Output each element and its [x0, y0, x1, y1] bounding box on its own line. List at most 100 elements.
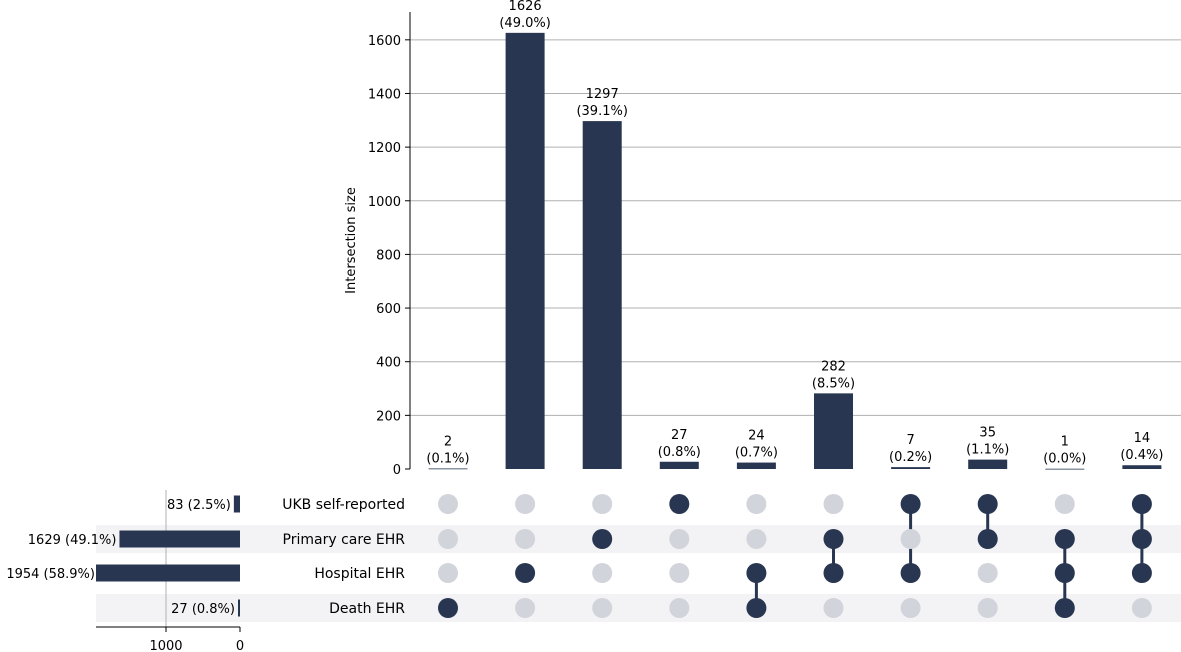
intersection-bar	[968, 459, 1008, 469]
matrix-dot-inactive	[1054, 494, 1075, 514]
matrix-dot-inactive	[1131, 598, 1152, 618]
matrix-dot-active	[1131, 529, 1152, 549]
bar-count-label: 24	[748, 429, 765, 444]
matrix-dot-inactive	[669, 563, 690, 583]
matrix-row-shade	[96, 594, 1181, 622]
matrix-dot-inactive	[592, 598, 613, 618]
matrix-dot-inactive	[746, 529, 767, 549]
set-name-label: Death EHR	[329, 601, 405, 617]
intersection-bar	[582, 121, 622, 470]
set-size-bar	[233, 495, 240, 513]
set-size-bar	[119, 530, 240, 548]
membership-matrix	[438, 494, 1152, 618]
bar-percent-label: (39.1%)	[576, 104, 627, 119]
intersection-bar	[659, 461, 699, 469]
bar-percent-label: (8.5%)	[812, 376, 855, 391]
y-tick-label: 1000	[368, 195, 401, 210]
set-name-label: UKB self-reported	[282, 497, 405, 513]
matrix-row-shade	[96, 525, 1181, 553]
matrix-dot-inactive	[515, 598, 536, 618]
matrix-dot-active	[1131, 494, 1152, 514]
matrix-dot-inactive	[669, 529, 690, 549]
y-tick-label: 1400	[368, 87, 401, 102]
set-size-tick-label: 0	[236, 639, 244, 652]
set-name-label: Hospital EHR	[314, 566, 405, 582]
intersection-bar	[736, 462, 776, 469]
matrix-dot-inactive	[592, 563, 613, 583]
matrix-dot-inactive	[438, 529, 458, 549]
intersection-bar	[505, 32, 545, 469]
set-size-tick-label: 1000	[149, 639, 182, 652]
matrix-dot-inactive	[669, 598, 690, 618]
matrix-dot-active	[1054, 563, 1075, 583]
matrix-dot-inactive	[515, 494, 536, 514]
matrix-dot-inactive	[438, 494, 458, 514]
matrix-dot-active	[515, 563, 536, 583]
bar-percent-label: (0.0%)	[1043, 452, 1086, 467]
intersection-bar	[1045, 468, 1085, 470]
matrix-dot-active	[669, 494, 690, 514]
bar-count-label: 14	[1134, 431, 1151, 446]
bar-count-label: 35	[979, 426, 996, 441]
y-tick-label: 200	[376, 409, 401, 424]
y-tick-label: 1200	[368, 141, 401, 156]
matrix-dot-active	[977, 494, 998, 514]
set-labels: UKB self-reported Primary care EHR Hospita…	[282, 497, 405, 617]
matrix-dot-inactive	[823, 494, 844, 514]
matrix-dot-active	[1131, 563, 1152, 583]
matrix-dot-inactive	[823, 598, 844, 618]
y-axis-title: Intersection size	[344, 187, 359, 294]
bar-percent-label: (0.4%)	[1120, 448, 1163, 463]
intersection-bar	[1122, 465, 1162, 469]
intersection-axis: Intersection size 0 200 400 600 800 1000 1200 1…	[344, 12, 411, 478]
matrix-dot-inactive	[592, 494, 613, 514]
matrix-dot-active	[823, 529, 844, 549]
matrix-dot-active	[900, 563, 921, 583]
matrix-dot-active	[823, 563, 844, 583]
matrix-dot-inactive	[515, 529, 536, 549]
y-tick-label: 0	[393, 463, 401, 478]
y-tick-label: 600	[376, 302, 401, 317]
y-tick-label: 1600	[368, 34, 401, 49]
set-size-label: 27 (0.8%)	[171, 602, 235, 617]
matrix-dot-inactive	[900, 598, 921, 618]
intersection-bars: 2 (0.1%) 1626 (49.0%) 1297 (39.1%) 27 (0.8%) 24 (…	[426, 0, 1163, 470]
intersection-bar	[814, 393, 853, 469]
bar-count-label: 282	[821, 359, 846, 374]
matrix-dot-inactive	[438, 563, 458, 583]
matrix-dot-active	[900, 494, 921, 514]
set-size-label: 1954 (58.9%)	[6, 567, 95, 582]
matrix-dot-active	[1054, 598, 1075, 618]
bar-percent-label: (0.7%)	[735, 446, 778, 461]
bar-count-label: 1	[1061, 435, 1069, 450]
matrix-dot-inactive	[977, 598, 998, 618]
matrix-dot-active	[977, 529, 998, 549]
set-size-label: 83 (2.5%)	[167, 498, 231, 513]
y-tick-label: 400	[376, 356, 401, 371]
matrix-dot-inactive	[900, 529, 921, 549]
set-name-label: Primary care EHR	[283, 532, 406, 548]
matrix-dot-inactive	[746, 494, 767, 514]
set-size-label: 1629 (49.1%)	[28, 533, 117, 548]
bar-percent-label: (49.0%)	[499, 16, 550, 31]
bar-count-label: 1626	[509, 0, 542, 14]
bar-count-label: 1297	[586, 87, 619, 102]
matrix-row-shading	[96, 525, 1181, 622]
bar-count-label: 2	[444, 434, 452, 449]
bar-percent-label: (1.1%)	[966, 443, 1009, 458]
matrix-dot-active	[1054, 529, 1075, 549]
bar-count-label: 27	[671, 428, 688, 443]
y-tick-label: 800	[376, 248, 401, 263]
set-size-bar	[238, 599, 240, 617]
matrix-dot-active	[746, 598, 767, 618]
bar-percent-label: (0.8%)	[658, 445, 701, 460]
intersection-bar	[891, 467, 931, 469]
bar-percent-label: (0.2%)	[889, 450, 932, 465]
set-size-bars: 83 (2.5%) 1629 (49.1%) 1954 (58.9%) 27 (0.8…	[6, 490, 244, 652]
intersection-bar	[428, 468, 468, 470]
bar-percent-label: (0.1%)	[426, 451, 469, 466]
bar-count-label: 7	[906, 433, 914, 448]
matrix-dot-active	[746, 563, 767, 583]
matrix-dot-active	[438, 598, 458, 618]
